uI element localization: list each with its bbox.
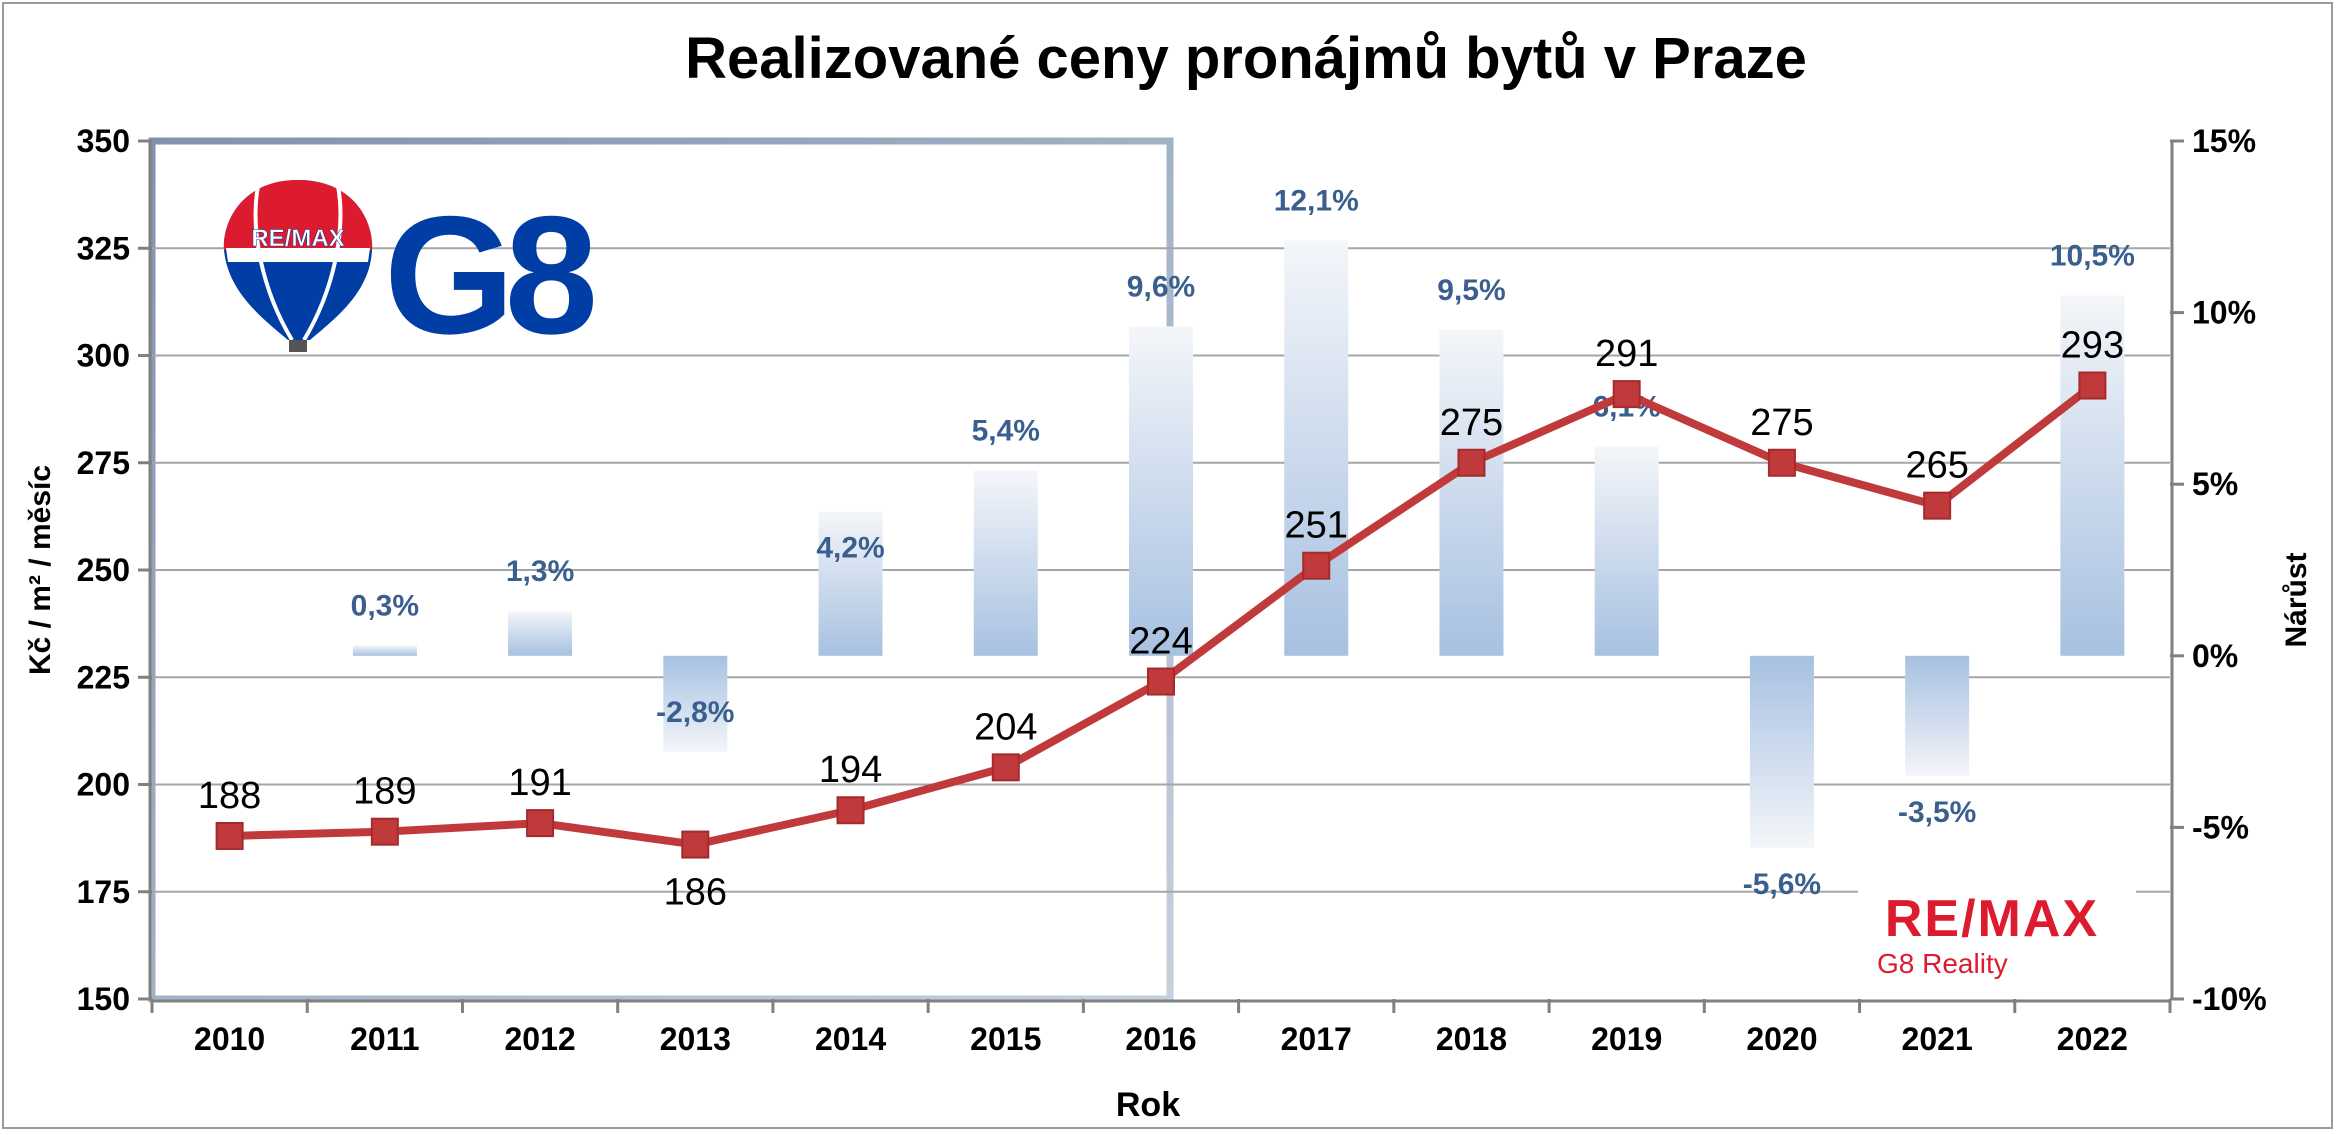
line-point-marker xyxy=(1302,551,1331,580)
balloon-brand-text: RE/MAX xyxy=(251,225,344,252)
right-axis-ticks: -10% -5% 0% 5% 10% 15% xyxy=(2170,123,2267,1017)
x-tick-label: 2015 xyxy=(970,1021,1041,1057)
line-point-marker xyxy=(1457,448,1486,477)
brand-logo-subtext: G8 Reality xyxy=(1877,948,2008,979)
bar-value-label: 10,5% xyxy=(2050,239,2135,272)
x-tick-label: 2019 xyxy=(1591,1021,1662,1057)
line-point-label: 291 xyxy=(1595,333,1658,375)
right-tick-label: 5% xyxy=(2192,466,2238,502)
x-tick-label: 2010 xyxy=(194,1021,265,1057)
left-tick-label: 275 xyxy=(77,445,130,481)
x-axis-ticks: 2010 2011 2012 2013 2014 2015 2016 2017 2018 2019… xyxy=(150,999,2172,1057)
line-point-label: 188 xyxy=(198,775,261,817)
bar xyxy=(973,470,1038,656)
x-tick-label: 2022 xyxy=(2057,1021,2128,1057)
bar xyxy=(1284,240,1349,656)
g8-logo-text: G8 xyxy=(384,181,594,369)
bar-value-label: 0,3% xyxy=(351,590,419,623)
left-tick-label: 150 xyxy=(77,981,130,1017)
right-tick-label: 15% xyxy=(2192,123,2256,159)
line-point-label: 186 xyxy=(664,872,727,914)
bar xyxy=(1905,655,1970,776)
line-point-marker xyxy=(370,817,399,846)
x-tick-label: 2021 xyxy=(1902,1021,1973,1057)
x-tick-label: 2017 xyxy=(1281,1021,1352,1057)
bar xyxy=(1749,655,1814,848)
line-point-label: 251 xyxy=(1285,505,1348,547)
line-point-marker xyxy=(991,753,1020,782)
x-tick-label: 2014 xyxy=(815,1021,886,1057)
bar-value-label: 9,6% xyxy=(1127,270,1195,303)
x-axis-title: Rok xyxy=(1116,1086,1180,1124)
bar xyxy=(818,511,883,656)
left-tick-label: 325 xyxy=(77,230,130,266)
line-point-label: 224 xyxy=(1129,621,1192,663)
bar xyxy=(508,611,573,656)
left-tick-label: 300 xyxy=(77,338,130,374)
bars-group xyxy=(352,240,2125,848)
bar-value-label: 9,5% xyxy=(1437,274,1505,307)
bar-value-label: -3,5% xyxy=(1898,796,1976,829)
brand-logo-text: RE/MAX xyxy=(1885,890,2099,948)
remax-balloon-logo: RE/MAX xyxy=(223,180,373,352)
line-point-marker xyxy=(681,830,710,859)
right-axis-title: Nárůst xyxy=(2280,552,2313,647)
bar-value-label: -5,6% xyxy=(1743,868,1821,901)
right-tick-label: 10% xyxy=(2192,295,2256,331)
remax-g8-reality-logo: RE/MAX G8 Reality xyxy=(1858,888,2136,990)
right-tick-label: -10% xyxy=(2192,981,2267,1017)
x-tick-label: 2016 xyxy=(1125,1021,1196,1057)
left-tick-label: 250 xyxy=(77,552,130,588)
point-labels-group: 188 189 191 186 194 204 224 251 275 291 275 265 293 xyxy=(198,325,2124,914)
x-tick-label: 2012 xyxy=(504,1021,575,1057)
line-point-label: 293 xyxy=(2061,325,2124,367)
line-point-marker xyxy=(1923,491,1952,520)
bar xyxy=(2060,295,2125,656)
line-point-label: 265 xyxy=(1905,445,1968,487)
line-point-label: 194 xyxy=(819,749,882,791)
line-point-marker xyxy=(215,821,244,850)
bar-value-label: 5,4% xyxy=(972,414,1040,447)
x-tick-label: 2013 xyxy=(660,1021,731,1057)
left-axis-ticks: 150 175 200 225 250 275 300 325 350 xyxy=(77,123,152,1017)
line-point-marker xyxy=(526,809,555,838)
bar xyxy=(663,655,728,752)
line-point-label: 275 xyxy=(1750,402,1813,444)
line-point-label: 204 xyxy=(974,706,1037,748)
line-point-marker xyxy=(1612,380,1641,409)
bar-value-label: 1,3% xyxy=(506,555,574,588)
chart-title: Realizované ceny pronájmů bytů v Praze xyxy=(685,26,1807,91)
line-point-marker xyxy=(836,796,865,825)
bar xyxy=(1439,329,1504,656)
line-point-label: 275 xyxy=(1440,402,1503,444)
x-tick-label: 2018 xyxy=(1436,1021,1507,1057)
bar xyxy=(1594,446,1659,656)
line-series-group xyxy=(215,371,2107,859)
bar-value-label: -2,8% xyxy=(656,696,734,729)
bar xyxy=(1129,326,1193,656)
bar xyxy=(352,645,417,656)
bar-value-label: 12,1% xyxy=(1274,185,1359,218)
right-tick-label: 0% xyxy=(2192,638,2238,674)
line-point-label: 191 xyxy=(508,762,571,804)
left-tick-label: 350 xyxy=(77,123,130,159)
line-point-marker xyxy=(1147,667,1175,696)
line-point-marker xyxy=(1767,448,1796,477)
line-point-marker xyxy=(2078,371,2107,400)
right-tick-label: -5% xyxy=(2192,809,2249,845)
left-tick-label: 175 xyxy=(77,874,130,910)
bar-value-label: 4,2% xyxy=(816,532,884,565)
x-tick-label: 2020 xyxy=(1746,1021,1817,1057)
left-tick-label: 200 xyxy=(77,767,130,803)
left-axis-title: Kč / m² / měsíc xyxy=(24,465,57,675)
line-point-label: 189 xyxy=(353,771,416,813)
left-tick-label: 225 xyxy=(77,659,130,695)
x-tick-label: 2011 xyxy=(350,1021,419,1057)
